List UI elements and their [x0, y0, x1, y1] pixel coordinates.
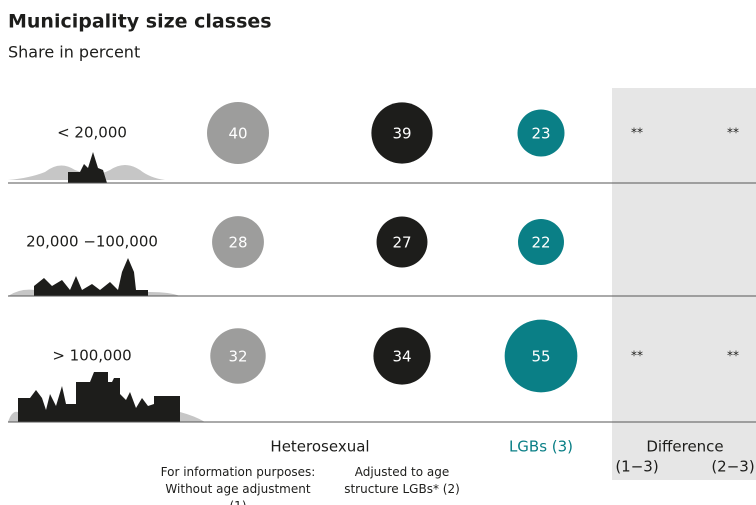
chart-title: Municipality size classes	[8, 11, 272, 33]
bubble-label: 22	[531, 234, 550, 252]
legend-entry: LGBs (3)	[509, 438, 573, 456]
bubble-label: 28	[228, 234, 247, 252]
bubble-label: 23	[531, 125, 550, 143]
row-label: > 100,000	[52, 347, 131, 365]
significance-mark: **	[727, 349, 739, 363]
legend-entry: For information purposes: Without age ad…	[156, 464, 320, 505]
difference-column: (2−3)	[711, 458, 754, 476]
difference-column: (1−3)	[615, 458, 658, 476]
page: Municipality size classes Share in perce…	[0, 0, 756, 505]
difference-panel	[612, 88, 756, 480]
significance-mark: **	[631, 126, 643, 140]
chart: Municipality size classes Share in perce…	[0, 0, 756, 505]
significance-mark: **	[631, 349, 643, 363]
difference-title: Difference	[646, 438, 723, 456]
bubble-label: 27	[392, 234, 411, 252]
group-label: Heterosexual	[270, 438, 369, 456]
significance-mark: **	[727, 126, 739, 140]
legend-entry: Adjusted to age structure LGBs* (2)	[342, 464, 462, 498]
medium-town-icon	[8, 258, 180, 296]
row-label: < 20,000	[57, 124, 127, 142]
bubble-label: 34	[392, 348, 411, 366]
chart-subtitle: Share in percent	[8, 43, 140, 62]
city-icon	[8, 372, 205, 422]
row-label: 20,000 −100,000	[26, 233, 158, 251]
bubble-label: 39	[392, 125, 411, 143]
bubble-label: 32	[228, 348, 247, 366]
small-town-icon	[8, 152, 165, 183]
bubble-label: 40	[228, 125, 247, 143]
bubble-label: 55	[531, 348, 550, 366]
